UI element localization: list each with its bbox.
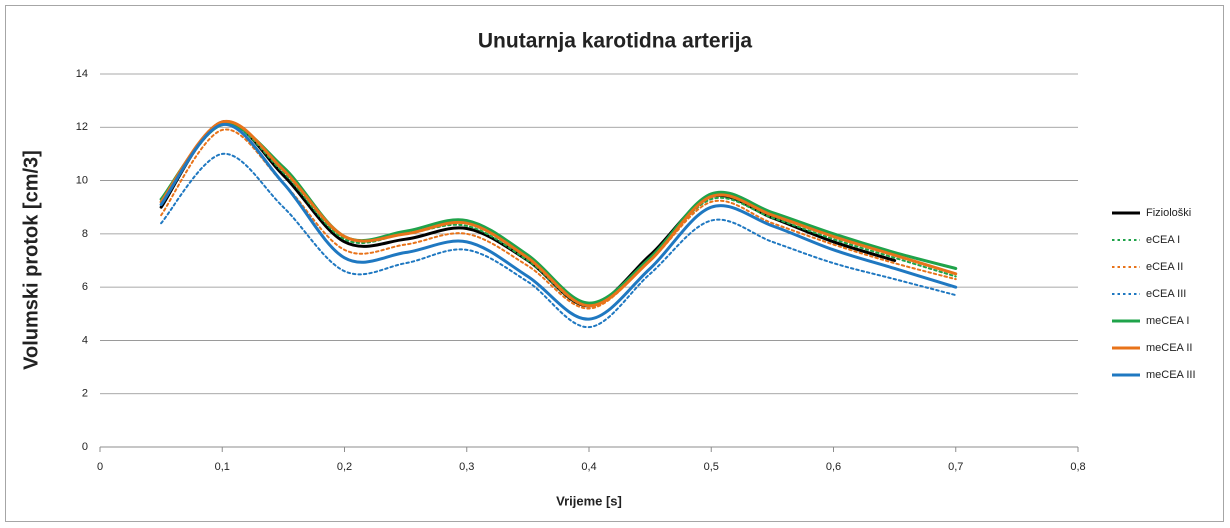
- y-tick-label: 8: [82, 228, 88, 240]
- y-tick-label: 0: [82, 441, 88, 453]
- x-tick-label: 0,6: [826, 461, 841, 473]
- series-line: [159, 122, 958, 305]
- y-tick-label: 2: [82, 388, 88, 400]
- legend-label: meCEA II: [1146, 342, 1192, 354]
- y-axis-label: Volumski protok [cm/3]: [20, 150, 42, 370]
- y-tick-label: 12: [76, 121, 88, 133]
- x-tick-label: 0: [97, 461, 103, 473]
- legend-label: Fiziološki: [1146, 207, 1191, 219]
- legend-label: eCEA I: [1146, 234, 1180, 246]
- x-tick-label: 0,8: [1070, 461, 1085, 473]
- x-tick-label: 0,4: [581, 461, 596, 473]
- y-tick-label: 10: [76, 174, 88, 186]
- series-line: [160, 152, 957, 329]
- y-tick-label: 14: [76, 68, 88, 80]
- chart-border: [5, 5, 1224, 522]
- x-tick-label: 0,5: [704, 461, 719, 473]
- x-tick-label: 0,7: [948, 461, 963, 473]
- y-tick-label: 4: [82, 334, 88, 346]
- legend-label: meCEA III: [1146, 369, 1196, 381]
- x-tick-label: 0,1: [215, 461, 230, 473]
- legend-label: eCEA II: [1146, 261, 1183, 273]
- chart-title: Unutarnja karotidna arterija: [478, 30, 753, 53]
- series-line: [159, 119, 958, 308]
- series-line: [159, 123, 958, 321]
- y-tick-label: 6: [82, 281, 88, 293]
- legend-label: meCEA I: [1146, 315, 1189, 327]
- x-axis-label: Vrijeme [s]: [556, 493, 622, 508]
- x-tick-label: 0,2: [337, 461, 352, 473]
- x-tick-label: 0,3: [459, 461, 474, 473]
- legend-label: eCEA III: [1146, 288, 1186, 300]
